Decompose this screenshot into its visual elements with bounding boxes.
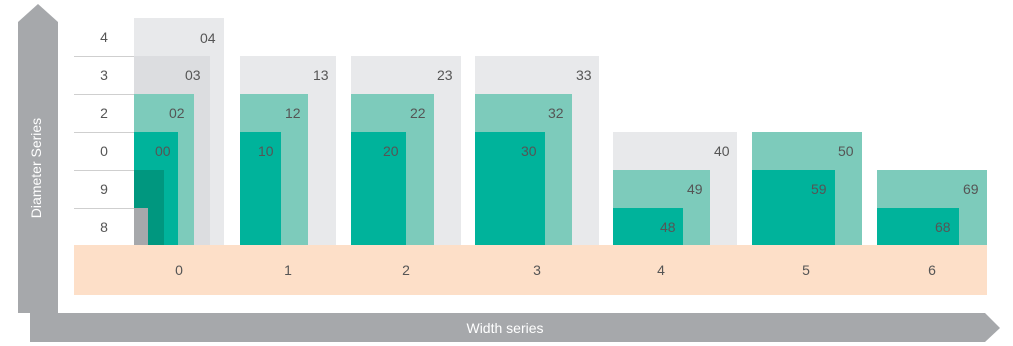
code-20: 20 (383, 143, 399, 159)
code-30: 30 (521, 143, 537, 159)
x-axis-title: Width series (466, 320, 544, 336)
y-axis-arrow (18, 4, 58, 313)
width-label: 4 (657, 262, 665, 278)
diameter-label: 4 (100, 29, 108, 45)
row-divider (74, 208, 134, 209)
width-label: 5 (802, 262, 810, 278)
code-68: 68 (935, 219, 951, 235)
width-label: 1 (284, 262, 292, 278)
code-04: 04 (200, 30, 216, 46)
code-02: 02 (169, 105, 185, 121)
code-22: 22 (410, 105, 426, 121)
code-69: 69 (963, 181, 979, 197)
block-68 (877, 208, 959, 245)
width-label: 2 (402, 262, 410, 278)
diameter-label: 2 (100, 105, 108, 121)
code-49: 49 (687, 181, 703, 197)
width-label: 6 (928, 262, 936, 278)
code-10: 10 (258, 143, 274, 159)
block-48 (613, 208, 683, 245)
code-23: 23 (437, 67, 453, 83)
code-32: 32 (548, 105, 564, 121)
block-20 (351, 132, 406, 245)
code-50: 50 (838, 143, 854, 159)
diameter-label: 0 (100, 143, 108, 159)
width-label: 0 (175, 262, 183, 278)
block-08 (134, 208, 148, 245)
code-48: 48 (660, 219, 676, 235)
diameter-label: 8 (100, 219, 108, 235)
y-axis-title: Diameter Series (28, 117, 44, 219)
block-59 (752, 170, 835, 245)
width-series-bar (74, 245, 987, 295)
code-59: 59 (811, 181, 827, 197)
row-divider (74, 94, 134, 95)
diameter-label: 3 (100, 67, 108, 83)
code-12: 12 (285, 105, 301, 121)
block-10 (240, 132, 281, 245)
block-30 (475, 132, 545, 245)
width-label: 3 (533, 262, 541, 278)
code-40: 40 (714, 143, 730, 159)
row-divider (74, 56, 134, 57)
row-divider (74, 132, 134, 133)
x-axis-arrow (30, 313, 1000, 342)
code-00: 00 (155, 143, 171, 159)
diameter-label: 9 (100, 181, 108, 197)
code-33: 33 (576, 67, 592, 83)
row-divider (74, 170, 134, 171)
code-13: 13 (313, 67, 329, 83)
code-03: 03 (185, 67, 201, 83)
